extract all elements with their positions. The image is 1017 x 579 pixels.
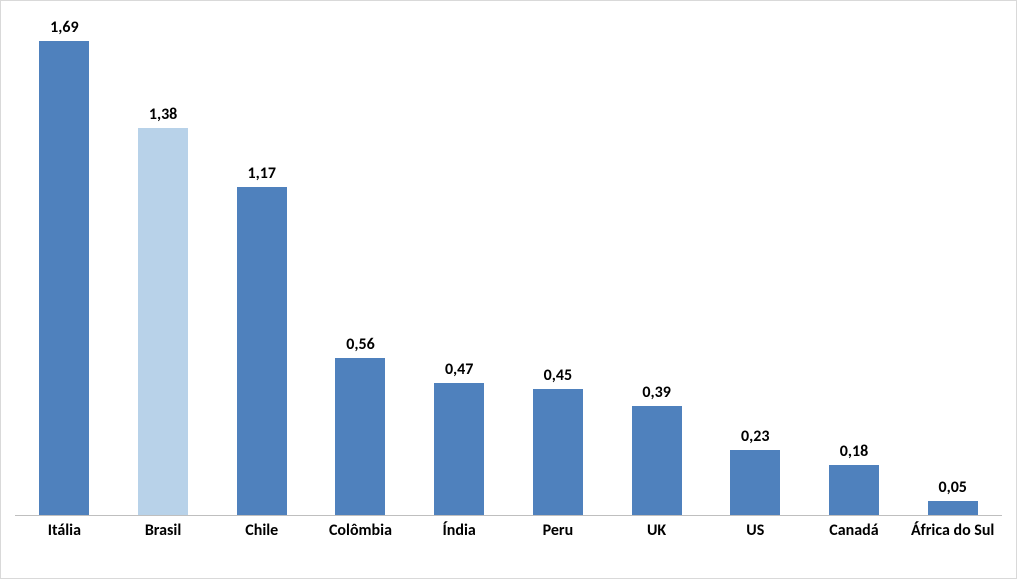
bar-value-label: 1,38 — [149, 105, 177, 124]
x-axis: ItáliaBrasilChileColômbiaÍndiaPeruUKUSCa… — [15, 522, 1002, 540]
x-tick-label: Colômbia — [311, 522, 410, 540]
x-tick-label: Canadá — [805, 522, 904, 540]
x-tick-label: Peru — [509, 522, 608, 540]
x-tick-label: Brasil — [114, 522, 213, 540]
bar-rect — [632, 406, 682, 515]
bar-slot: 0,05 — [903, 11, 1002, 515]
x-tick-label: Itália — [15, 522, 114, 540]
bar-slot: 0,39 — [607, 11, 706, 515]
bar-slot: 1,38 — [114, 11, 213, 515]
bar-rect — [533, 389, 583, 515]
bar-value-label: 1,17 — [248, 164, 276, 183]
x-tick-label: UK — [607, 522, 706, 540]
bar-rect — [335, 358, 385, 515]
x-tick-label: África do Sul — [903, 522, 1002, 540]
x-tick-label: Chile — [212, 522, 311, 540]
bar-value-label: 0,18 — [840, 442, 868, 461]
bar-value-label: 0,05 — [938, 478, 966, 497]
bar-rect — [730, 450, 780, 515]
bar-slot: 1,17 — [212, 11, 311, 515]
bar-rect — [829, 465, 879, 516]
bar-slot: 1,69 — [15, 11, 114, 515]
x-tick-label: Índia — [410, 522, 509, 540]
plot-area: 1,69 1,38 1,17 0,56 0,47 0,45 0,39 0,23 0,18 0,05 — [15, 11, 1002, 516]
bar-rect — [928, 501, 978, 515]
bar-value-label: 0,45 — [544, 366, 572, 385]
bar-value-label: 0,47 — [445, 360, 473, 379]
bar-slot: 0,47 — [410, 11, 509, 515]
bar-slot: 0,18 — [805, 11, 904, 515]
bar-rect — [138, 128, 188, 515]
bar-value-label: 0,39 — [642, 383, 670, 402]
chart-frame: 1,69 1,38 1,17 0,56 0,47 0,45 0,39 0,23 0,18 0,05… — [0, 0, 1017, 579]
bar-rect — [237, 187, 287, 515]
bar-value-label: 0,56 — [346, 335, 374, 354]
bar-slot: 0,45 — [509, 11, 608, 515]
bar-slot: 0,56 — [311, 11, 410, 515]
bar-rect — [39, 41, 89, 515]
bar-value-label: 0,23 — [741, 427, 769, 446]
bar-slot: 0,23 — [706, 11, 805, 515]
bar-value-label: 1,69 — [50, 18, 78, 37]
x-tick-label: US — [706, 522, 805, 540]
bar-rect — [434, 383, 484, 515]
